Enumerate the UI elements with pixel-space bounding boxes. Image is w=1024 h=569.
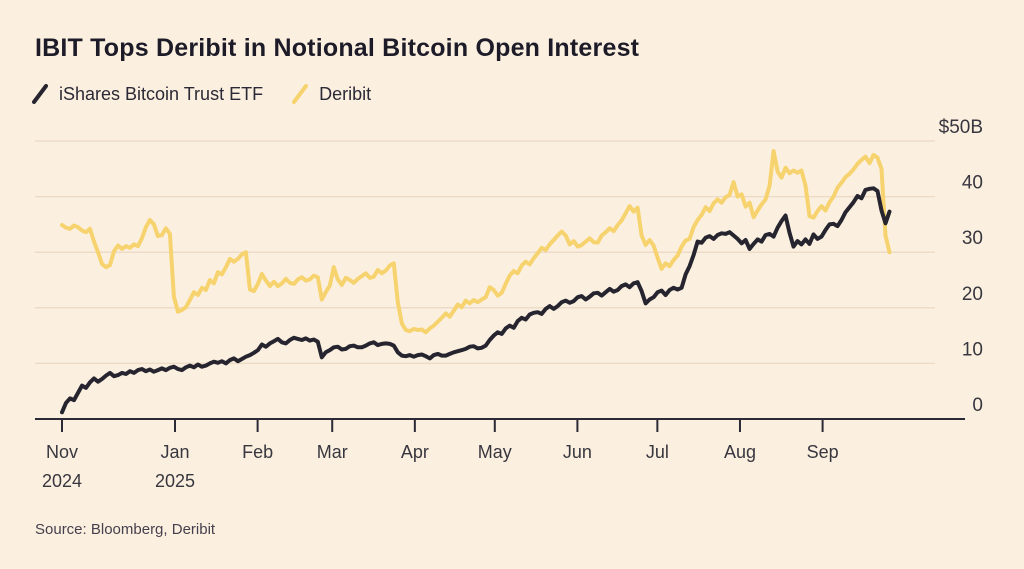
y-axis-label: 20 [962,284,983,305]
y-axis-label: $50B [939,117,983,138]
x-axis-label: Jul [646,442,669,462]
source-note: Source: Bloomberg, Deribit [35,521,216,538]
series-line-ibit [60,186,892,415]
x-axis-label: May [478,442,512,462]
x-axis-label: Nov [46,442,78,462]
chart-title: IBIT Tops Deribit in Notional Bitcoin Op… [35,34,640,62]
x-axis-label: Apr [401,442,429,462]
x-axis-label: Feb [242,442,273,462]
x-axis-sublabel: 2025 [155,471,195,491]
x-axis-label: Sep [807,442,839,462]
legend-label-ibit: iShares Bitcoin Trust ETF [59,83,264,104]
ibit-line-swatch-icon [31,83,49,105]
x-axis-label: Aug [724,442,756,462]
x-axis-label: Jun [563,442,592,462]
legend-label-deribit: Deribit [319,83,372,104]
x-axis-label: Mar [317,442,348,462]
y-axis-label: 0 [972,395,983,416]
x-axis-sublabel: 2024 [42,471,82,491]
y-axis-label: 30 [962,228,983,249]
legend-item-deribit: Deribit [291,83,371,105]
legend-item-ibit: iShares Bitcoin Trust ETF [31,83,263,105]
y-axis-label: 40 [962,173,983,194]
x-axis-label: Jan [160,442,189,462]
y-axis-label: 10 [962,339,983,360]
chart-legend: iShares Bitcoin Trust ETF Deribit [31,83,371,105]
deribit-line-swatch-icon [291,83,309,105]
series-line-deribit [60,149,892,335]
